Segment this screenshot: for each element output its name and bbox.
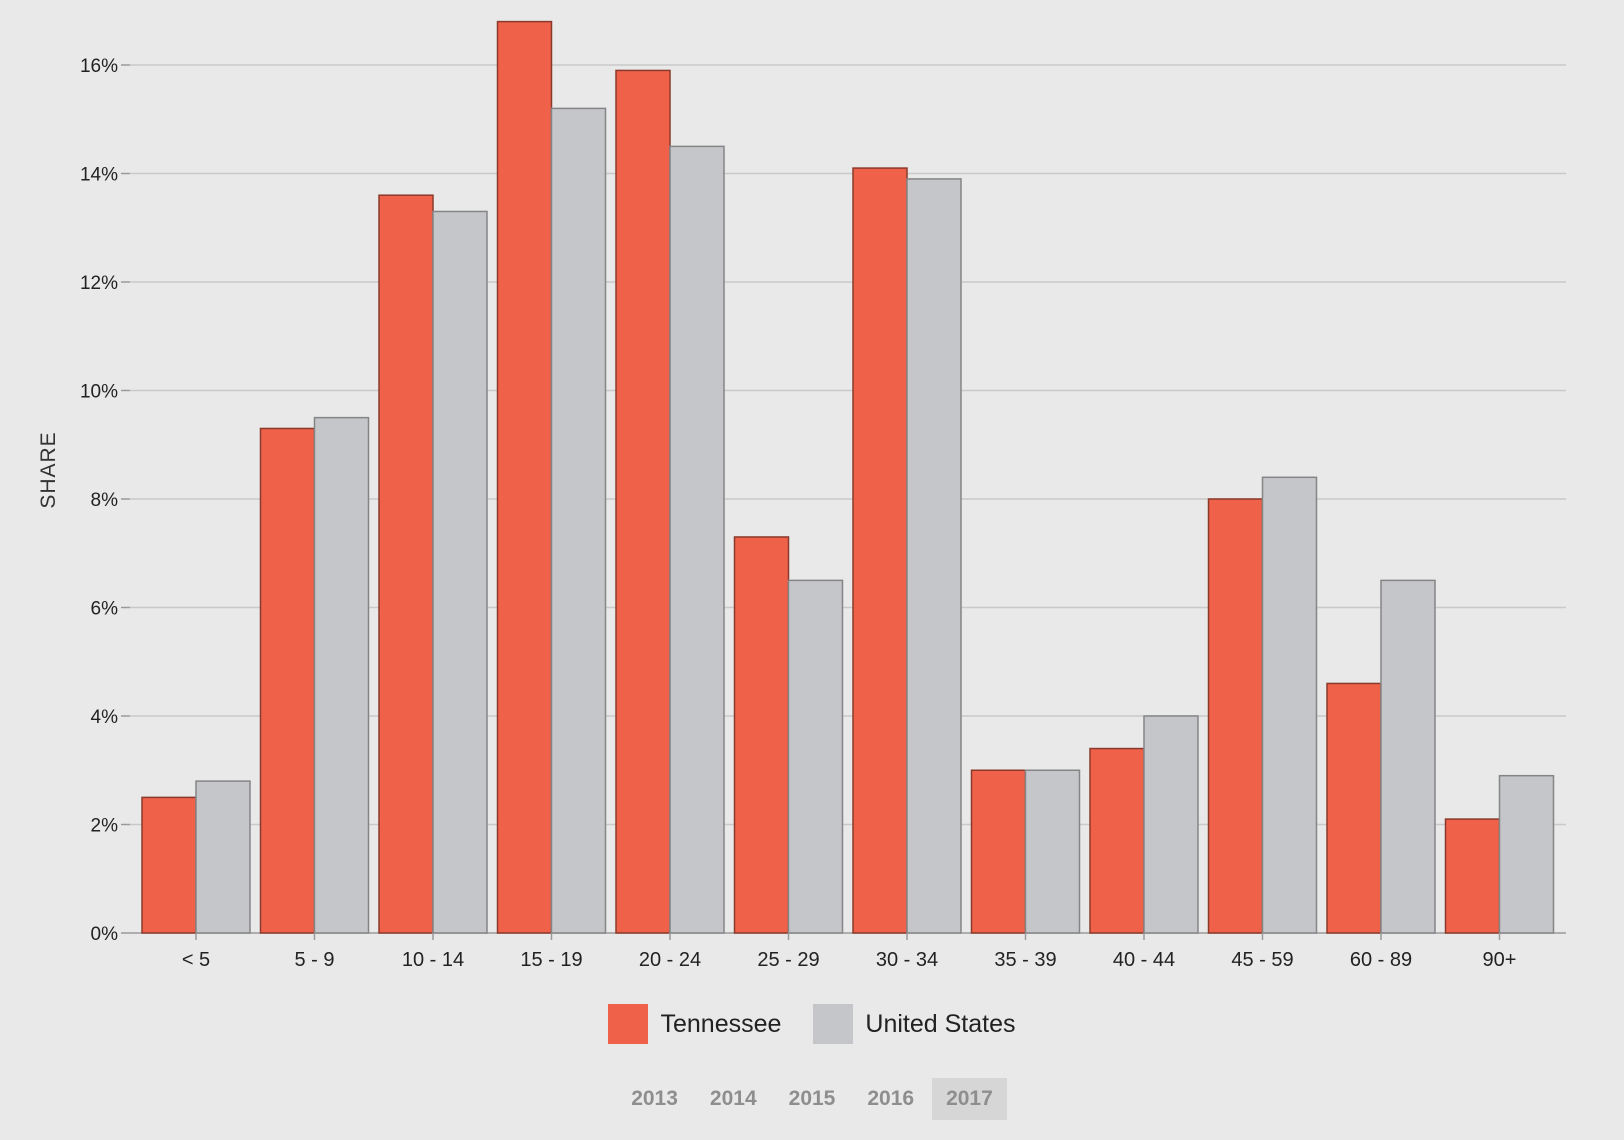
bar-united-states[interactable]: [787, 579, 844, 934]
bar-united-states[interactable]: [195, 780, 251, 934]
bar-tennessee[interactable]: [1089, 747, 1145, 934]
legend-label-tennessee: Tennessee: [660, 1009, 782, 1038]
legend-swatch-tennessee: [608, 1004, 649, 1044]
bar-tennessee[interactable]: [615, 69, 671, 934]
bar-united-states[interactable]: [1261, 476, 1318, 934]
bar-tennessee[interactable]: [496, 20, 553, 934]
x-tick-label: 25 - 29: [757, 949, 819, 971]
bar-united-states[interactable]: [1498, 774, 1555, 934]
bar-united-states[interactable]: [1143, 715, 1199, 934]
y-tick-label: 6%: [91, 599, 119, 620]
bar-tennessee[interactable]: [1207, 498, 1264, 934]
year-option-2013[interactable]: 2013: [631, 1087, 678, 1110]
bar-tennessee[interactable]: [733, 536, 790, 934]
y-tick-label: 8%: [91, 490, 119, 511]
legend-item-tennessee[interactable]: Tennessee: [608, 1004, 781, 1044]
x-tick-label: 35 - 39: [994, 949, 1056, 971]
grid-lines: [130, 64, 1566, 934]
x-tick-label: 10 - 14: [402, 949, 464, 971]
bar-united-states[interactable]: [313, 416, 370, 934]
bar-united-states[interactable]: [550, 107, 607, 934]
y-axis-label: SHARE: [37, 431, 60, 508]
x-tick-label: 5 - 9: [294, 949, 334, 971]
x-tick-label: 60 - 89: [1350, 949, 1412, 971]
bar-united-states[interactable]: [1024, 769, 1081, 934]
x-tick-label: 15 - 19: [520, 949, 582, 971]
bar-united-states[interactable]: [669, 145, 725, 934]
year-option-2016[interactable]: 2016: [867, 1087, 915, 1110]
bar-tennessee[interactable]: [1444, 818, 1501, 934]
x-tick-label: < 5: [182, 949, 210, 971]
bar-tennessee[interactable]: [970, 769, 1027, 934]
year-option-2017[interactable]: 2017: [932, 1078, 1007, 1120]
x-axis-ticks: < 5 5 - 9 10 - 14 15 - 19 20 - 24 25 - 29 30 -…: [182, 933, 1517, 971]
bar-tennessee[interactable]: [1326, 682, 1382, 934]
bar-tennessee[interactable]: [378, 194, 434, 934]
x-tick-label: 30 - 34: [876, 949, 938, 971]
bar-united-states[interactable]: [432, 210, 488, 934]
y-tick-label: 16%: [80, 56, 118, 77]
y-tick-label: 10%: [80, 382, 118, 403]
legend-swatch-united-states: [813, 1004, 854, 1044]
y-tick-label: 14%: [80, 165, 118, 186]
legend-label-united-states: United States: [865, 1009, 1016, 1038]
x-tick-label: 90+: [1483, 949, 1517, 971]
bar-united-states[interactable]: [906, 178, 962, 934]
y-tick-label: 12%: [80, 273, 118, 294]
x-tick-label: 45 - 59: [1231, 949, 1293, 971]
y-axis-ticks: 0% 2% 4% 6% 8% 10% 12% 14% 16%: [80, 56, 130, 945]
bar-tennessee[interactable]: [852, 167, 908, 934]
x-tick-label: 40 - 44: [1113, 949, 1175, 971]
legend: Tennessee United States: [0, 1004, 1624, 1044]
y-tick-label: 2%: [91, 816, 119, 837]
bar-tennessee[interactable]: [259, 427, 316, 934]
year-option-2015[interactable]: 2015: [788, 1087, 836, 1110]
y-tick-label: 4%: [91, 707, 119, 728]
year-selector: 2013 2014 2015 2016 2017: [0, 1078, 1624, 1120]
x-tick-label: 20 - 24: [639, 949, 701, 971]
bars: [141, 20, 1555, 934]
year-option-2014[interactable]: 2014: [709, 1087, 757, 1110]
bar-tennessee[interactable]: [141, 796, 197, 934]
bar-chart: 0% 2% 4% 6% 8% 10% 12% 14% 16% < 5 5 - 9 10 - 14 15…: [37, 20, 1566, 971]
y-tick-label: 0%: [91, 924, 119, 945]
bar-united-states[interactable]: [1380, 579, 1436, 934]
legend-item-united-states[interactable]: United States: [813, 1004, 1016, 1044]
